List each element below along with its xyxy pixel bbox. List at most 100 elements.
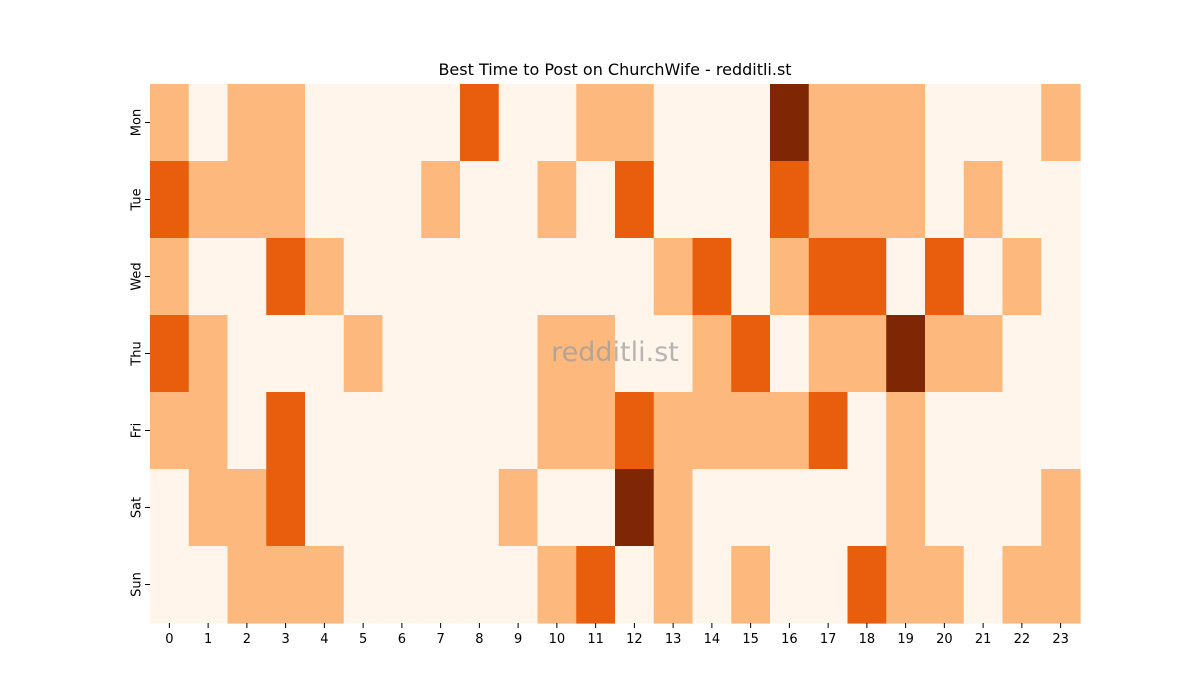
heatmap-cell-thu-6 <box>382 315 422 393</box>
heatmap-cell-sun-3 <box>266 546 306 624</box>
heatmap-cell-thu-3 <box>266 315 306 393</box>
y-tick-label: Tue <box>130 188 145 211</box>
heatmap-cell-mon-8 <box>460 84 500 162</box>
heatmap-cell-fri-21 <box>963 392 1004 470</box>
heatmap-cell-mon-16 <box>770 84 810 162</box>
heatmap-cell-sat-2 <box>227 469 267 547</box>
heatmap-cell-mon-5 <box>343 84 384 162</box>
heatmap-cell-wed-18 <box>847 238 887 316</box>
x-tick-label: 9 <box>514 632 522 647</box>
heatmap-cell-sat-16 <box>770 469 810 547</box>
heatmap-cell-fri-0 <box>150 392 190 470</box>
y-tick-label: Thu <box>130 341 145 366</box>
heatmap-cell-thu-4 <box>305 315 345 393</box>
y-tick-label: Mon <box>130 109 145 136</box>
heatmap-cell-sun-15 <box>731 546 771 624</box>
heatmap-cell-sun-16 <box>770 546 810 624</box>
heatmap-cell-thu-17 <box>808 315 849 393</box>
heatmap-cell-tue-6 <box>382 161 422 239</box>
heatmap-cell-thu-10 <box>537 315 577 393</box>
heatmap-cell-tue-3 <box>266 161 306 239</box>
heatmap-cell-fri-16 <box>770 392 810 470</box>
heatmap-cell-thu-14 <box>692 315 732 393</box>
x-tick-label: 7 <box>436 632 444 647</box>
heatmap-cell-wed-10 <box>537 238 577 316</box>
x-tick-label: 23 <box>1052 632 1069 647</box>
heatmap-cell-sun-9 <box>498 546 539 624</box>
heatmap-cell-fri-10 <box>537 392 577 470</box>
heatmap-cell-sat-19 <box>886 469 926 547</box>
heatmap-cell-fri-2 <box>227 392 267 470</box>
heatmap-cell-fri-12 <box>615 392 655 470</box>
heatmap-cell-wed-20 <box>925 238 965 316</box>
heatmap-cell-wed-5 <box>343 238 384 316</box>
heatmap-cell-wed-22 <box>1002 238 1042 316</box>
heatmap-cell-thu-23 <box>1041 315 1081 393</box>
heatmap-cell-tue-22 <box>1002 161 1042 239</box>
heatmap-cell-sun-12 <box>615 546 655 624</box>
heatmap-cell-wed-11 <box>576 238 616 316</box>
heatmap-cell-fri-3 <box>266 392 306 470</box>
heatmap-cell-thu-12 <box>615 315 655 393</box>
heatmap-cell-wed-8 <box>460 238 500 316</box>
heatmap-cell-tue-8 <box>460 161 500 239</box>
heatmap-cell-sat-5 <box>343 469 384 547</box>
watermark-text: redditli.st <box>551 337 679 368</box>
heatmap-cell-sun-10 <box>537 546 577 624</box>
heatmap-cell-sat-11 <box>576 469 616 547</box>
heatmap-cell-mon-7 <box>421 84 461 162</box>
heatmap-cell-sat-13 <box>653 469 694 547</box>
heatmap-cell-thu-16 <box>770 315 810 393</box>
heatmap-cell-tue-19 <box>886 161 926 239</box>
heatmap-cell-thu-5 <box>343 315 384 393</box>
y-tick-label: Sat <box>130 497 145 518</box>
heatmap-cell-sat-14 <box>692 469 732 547</box>
heatmap-cell-mon-21 <box>963 84 1004 162</box>
heatmap-cell-mon-3 <box>266 84 306 162</box>
x-tick-label: 21 <box>975 632 992 647</box>
heatmap-cell-thu-21 <box>963 315 1004 393</box>
heatmap-cell-fri-17 <box>808 392 849 470</box>
heatmap-cell-sat-17 <box>808 469 849 547</box>
heatmap-cell-sun-22 <box>1002 546 1042 624</box>
heatmap-cell-tue-0 <box>150 161 190 239</box>
heatmap-cell-fri-8 <box>460 392 500 470</box>
heatmap-cell-tue-21 <box>963 161 1004 239</box>
heatmap-cell-mon-4 <box>305 84 345 162</box>
heatmap-cell-thu-11 <box>576 315 616 393</box>
heatmap-cell-wed-6 <box>382 238 422 316</box>
heatmap-cell-mon-17 <box>808 84 849 162</box>
heatmap-cell-mon-11 <box>576 84 616 162</box>
heatmap-cell-fri-23 <box>1041 392 1081 470</box>
heatmap-cell-sat-3 <box>266 469 306 547</box>
x-tick-label: 18 <box>859 632 876 647</box>
heatmap-cell-sun-0 <box>150 546 190 624</box>
heatmap-cell-sat-10 <box>537 469 577 547</box>
heatmap-cell-sun-18 <box>847 546 887 624</box>
heatmap-cell-sat-0 <box>150 469 190 547</box>
heatmap-cell-wed-17 <box>808 238 849 316</box>
heatmap-cell-sat-9 <box>498 469 539 547</box>
heatmap-cell-fri-13 <box>653 392 694 470</box>
x-tick-label: 11 <box>587 632 604 647</box>
heatmap-cell-tue-9 <box>498 161 539 239</box>
heatmap-cell-tue-5 <box>343 161 384 239</box>
heatmap-cell-sat-23 <box>1041 469 1081 547</box>
heatmap-cell-mon-22 <box>1002 84 1042 162</box>
heatmap-cell-sat-4 <box>305 469 345 547</box>
x-tick-label: 13 <box>665 632 682 647</box>
heatmap-cell-mon-10 <box>537 84 577 162</box>
x-tick-label: 16 <box>781 632 798 647</box>
heatmap-cell-sun-20 <box>925 546 965 624</box>
x-tick-label: 6 <box>398 632 406 647</box>
x-tick-label: 8 <box>475 632 483 647</box>
heatmap-cell-thu-1 <box>188 315 229 393</box>
x-tick-label: 15 <box>742 632 759 647</box>
heatmap-cell-thu-15 <box>731 315 771 393</box>
heatmap-cell-wed-23 <box>1041 238 1081 316</box>
heatmap-cell-sun-19 <box>886 546 926 624</box>
heatmap-cell-wed-9 <box>498 238 539 316</box>
heatmap-cell-thu-18 <box>847 315 887 393</box>
chart-title: Best Time to Post on ChurchWife - reddit… <box>438 60 791 79</box>
